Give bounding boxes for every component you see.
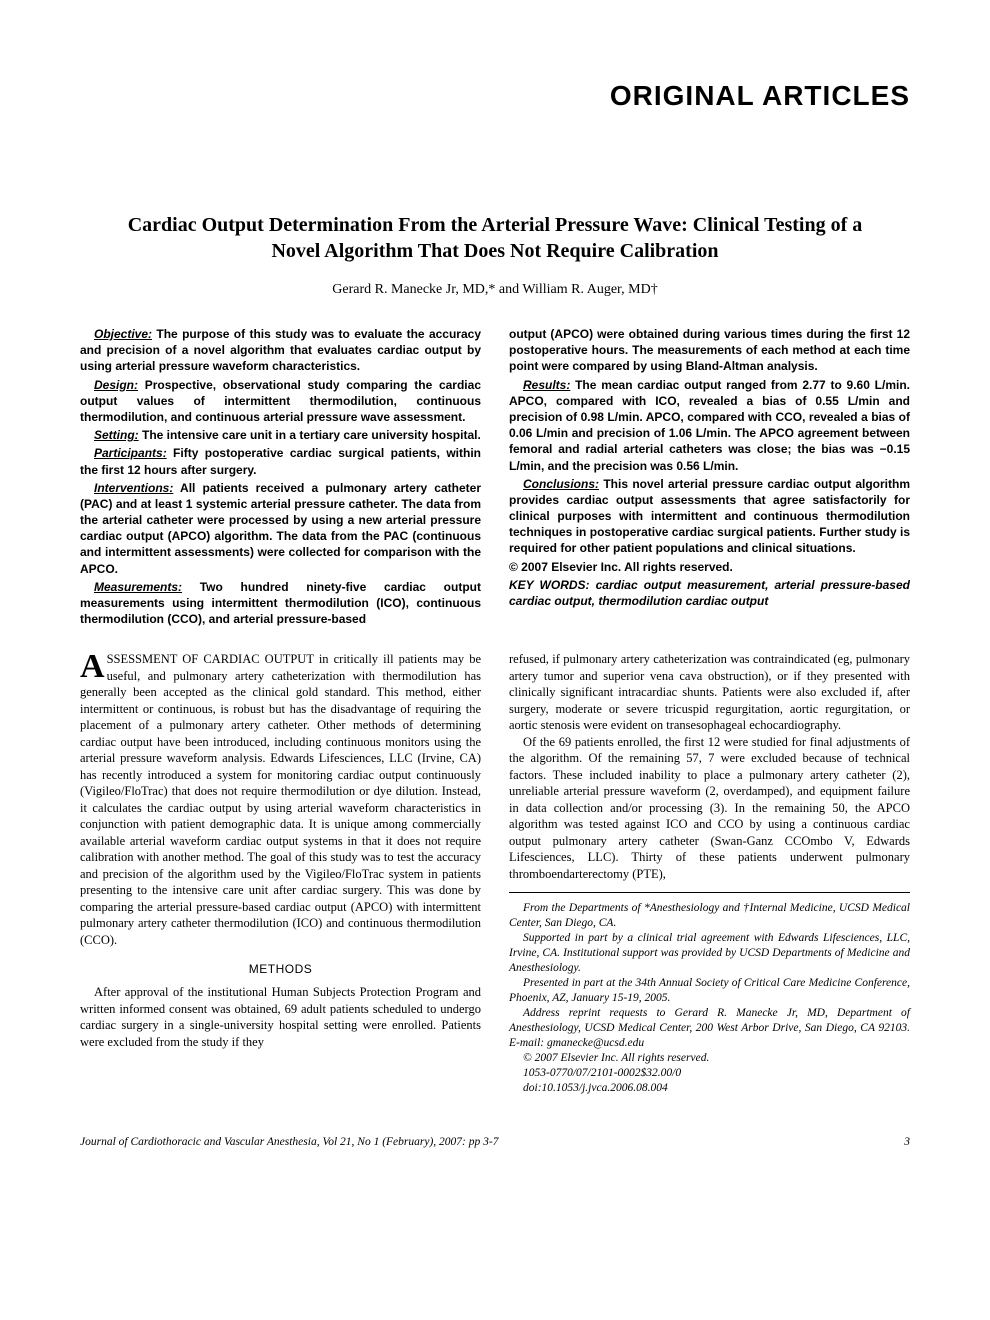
body-right-col: refused, if pulmonary artery catheteriza… — [509, 651, 910, 1095]
conclusions-label: Conclusions: — [523, 477, 599, 491]
section-header: ORIGINAL ARTICLES — [80, 80, 910, 112]
participants-label: Participants: — [94, 446, 167, 460]
footer-page-number: 3 — [904, 1136, 910, 1148]
footnote-copyright: © 2007 Elsevier Inc. All rights reserved… — [509, 1051, 910, 1066]
abstract-copyright: © 2007 Elsevier Inc. All rights reserved… — [509, 559, 910, 575]
body: ASSESSMENT OF CARDIAC OUTPUT in critical… — [80, 651, 910, 1095]
page-footer: Journal of Cardiothoracic and Vascular A… — [80, 1136, 910, 1148]
abstract-left-col: Objective: The purpose of this study was… — [80, 326, 481, 629]
article-title: Cardiac Output Determination From the Ar… — [120, 212, 870, 264]
footnote-support: Supported in part by a clinical trial ag… — [509, 931, 910, 976]
abstract-right-col: output (APCO) were obtained during vario… — [509, 326, 910, 629]
setting-label: Setting: — [94, 428, 139, 442]
keywords-label: KEY WORDS: — [509, 578, 596, 592]
body-p1: SSESSMENT OF CARDIAC OUTPUT in criticall… — [80, 652, 481, 947]
results-label: Results: — [523, 378, 570, 392]
footnotes: From the Departments of *Anesthesiology … — [509, 901, 910, 1095]
measurements-label: Measurements: — [94, 580, 182, 594]
body-p3: refused, if pulmonary artery catheteriza… — [509, 651, 910, 734]
footnote-reprint: Address reprint requests to Gerard R. Ma… — [509, 1006, 910, 1051]
body-left-col: ASSESSMENT OF CARDIAC OUTPUT in critical… — [80, 651, 481, 1095]
footer-journal: Journal of Cardiothoracic and Vascular A… — [80, 1136, 498, 1148]
setting-text: The intensive care unit in a tertiary ca… — [139, 428, 481, 442]
page: ORIGINAL ARTICLES Cardiac Output Determi… — [0, 0, 990, 1188]
methods-heading: METHODS — [80, 962, 481, 978]
dropcap: A — [80, 651, 107, 681]
footnote-rule — [509, 892, 910, 893]
footnote-issn: 1053-0770/07/2101-0002$32.00/0 — [509, 1066, 910, 1081]
interventions-label: Interventions: — [94, 481, 173, 495]
body-p4: Of the 69 patients enrolled, the first 1… — [509, 734, 910, 883]
body-p2: After approval of the institutional Huma… — [80, 984, 481, 1050]
footnote-affiliation: From the Departments of *Anesthesiology … — [509, 901, 910, 931]
authors: Gerard R. Manecke Jr, MD,* and William R… — [80, 282, 910, 298]
design-label: Design: — [94, 378, 138, 392]
footnote-doi: doi:10.1053/j.jvca.2006.08.004 — [509, 1081, 910, 1096]
abstract: Objective: The purpose of this study was… — [80, 326, 910, 629]
results-text: The mean cardiac output ranged from 2.77… — [509, 378, 910, 473]
objective-label: Objective: — [94, 327, 152, 341]
footnote-presented: Presented in part at the 34th Annual Soc… — [509, 976, 910, 1006]
measurements-cont: output (APCO) were obtained during vario… — [509, 326, 910, 375]
design-text: Prospective, observational study compari… — [80, 378, 481, 424]
